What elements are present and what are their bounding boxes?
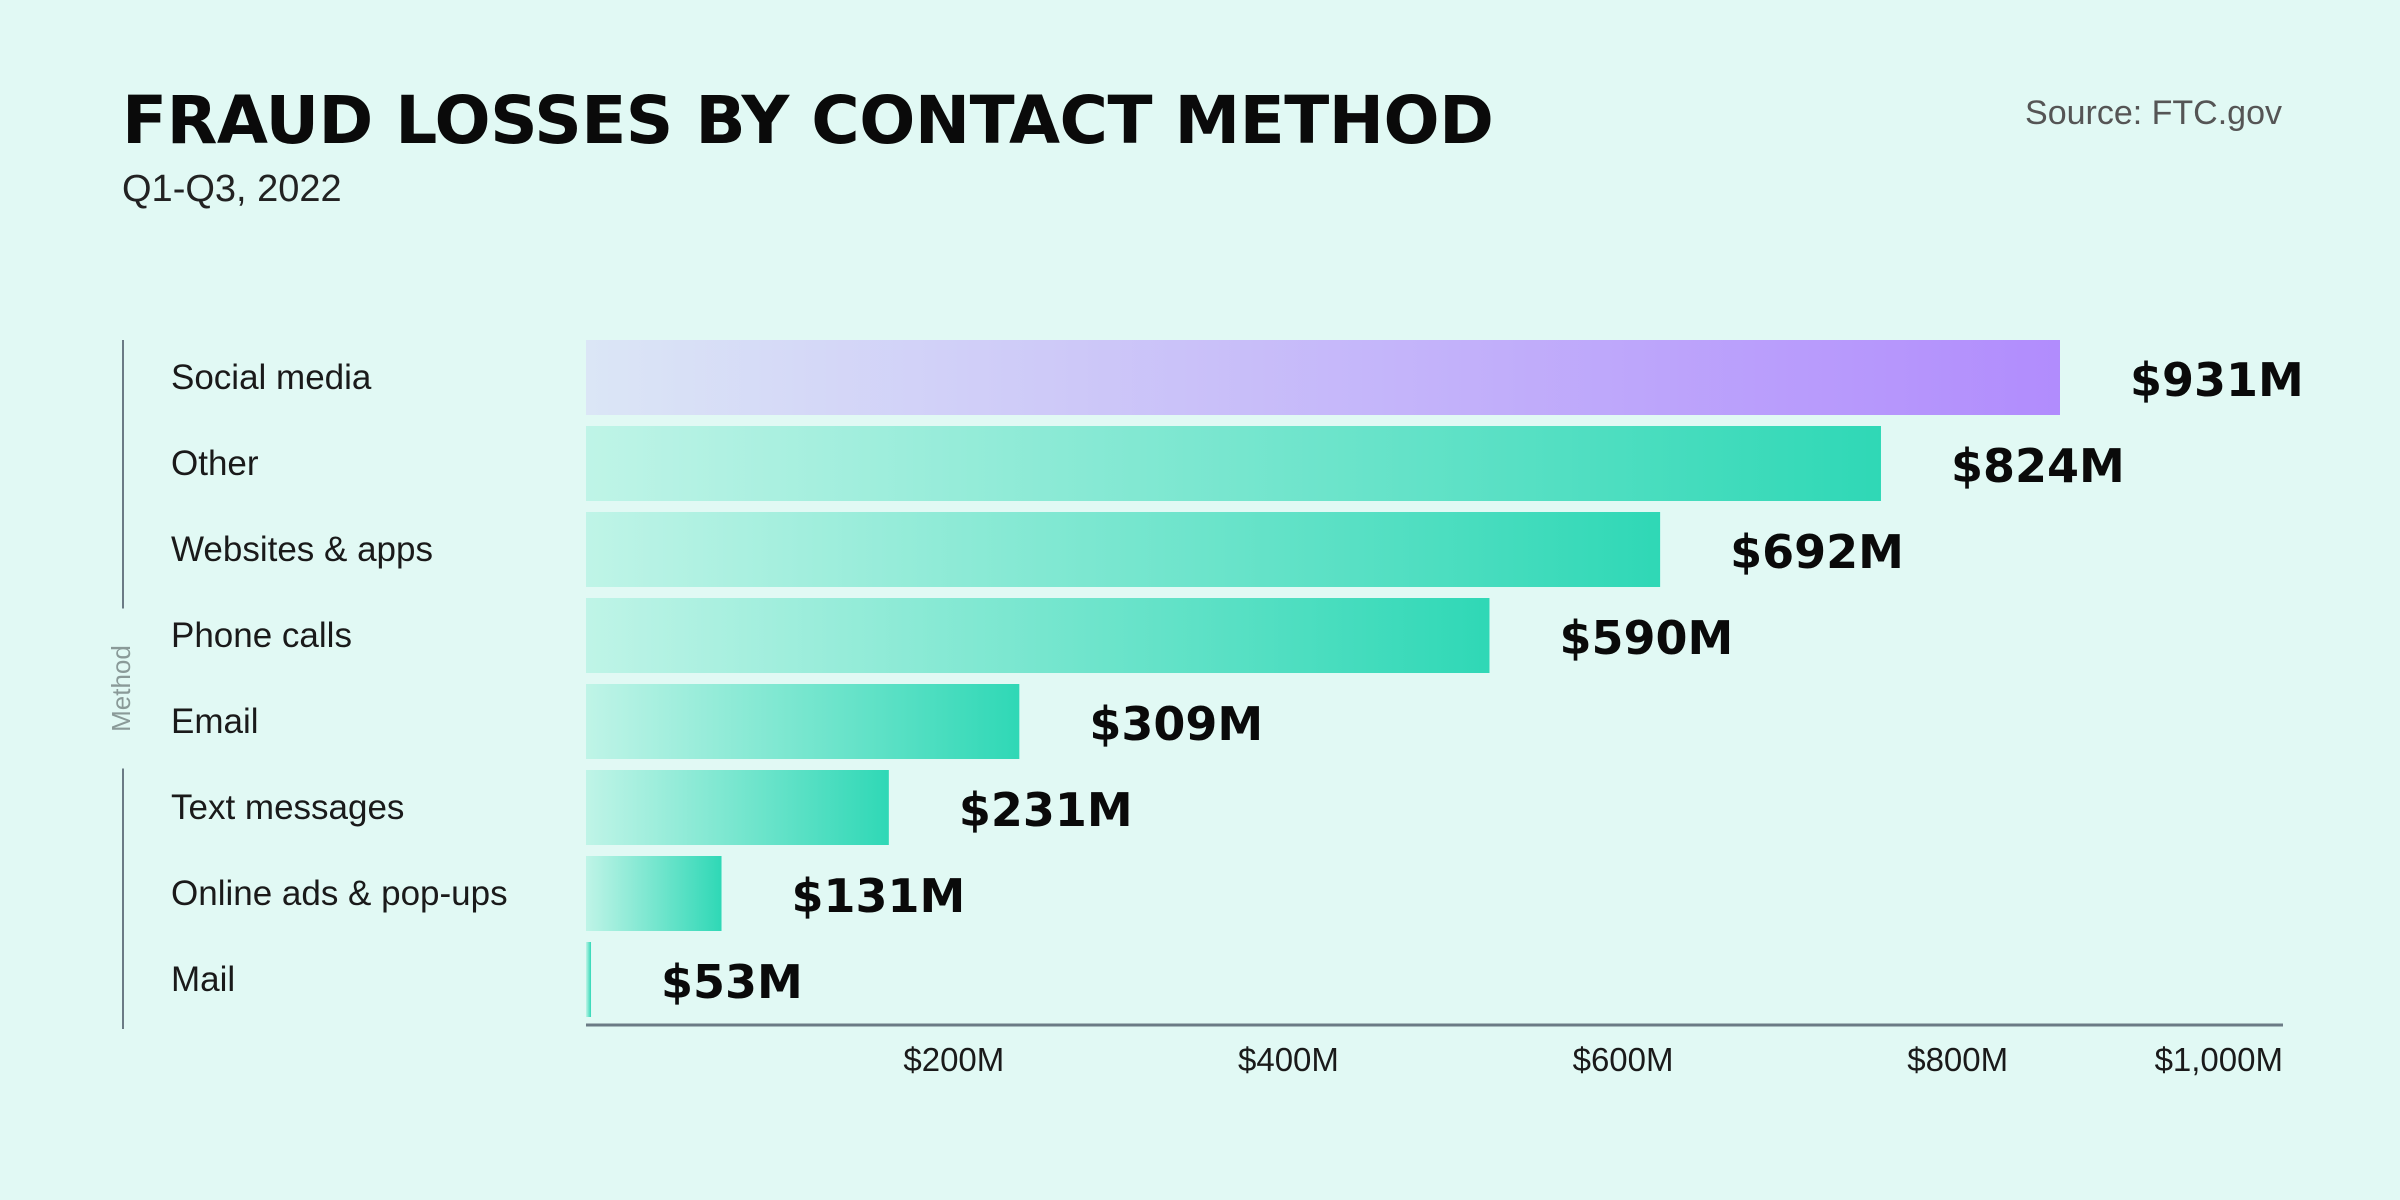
x-tick-label: $200M <box>903 1041 1004 1078</box>
category-label: Text messages <box>171 788 404 827</box>
x-tick-label: $600M <box>1573 1041 1674 1078</box>
category-label: Mail <box>171 960 235 999</box>
category-label: Phone calls <box>171 616 352 655</box>
chart-title: FRAUD LOSSES BY CONTACT METHOD <box>122 82 1494 159</box>
value-label: $231M <box>959 783 1133 837</box>
value-label: $131M <box>792 869 966 923</box>
bar <box>586 856 722 931</box>
category-label: Other <box>171 444 259 483</box>
category-label: Online ads & pop-ups <box>171 874 508 913</box>
chart-subtitle: Q1-Q3, 2022 <box>122 168 342 210</box>
bar <box>586 340 2060 415</box>
x-tick-label: $1,000M <box>2155 1041 2283 1078</box>
x-tick-label: $400M <box>1238 1041 1339 1078</box>
x-tick-label: $800M <box>1907 1041 2008 1078</box>
value-label: $53M <box>661 955 803 1009</box>
category-label: Email <box>171 702 259 741</box>
value-label: $309M <box>1089 697 1263 751</box>
bar <box>586 598 1490 673</box>
value-label: $590M <box>1559 611 1733 665</box>
bar <box>586 512 1661 587</box>
value-label: $824M <box>1951 439 2125 493</box>
bar <box>586 426 1881 501</box>
bar <box>586 942 592 1017</box>
bar <box>586 684 1020 759</box>
value-label: $692M <box>1730 525 1904 579</box>
source-note: Source: FTC.gov <box>2025 94 2282 132</box>
y-axis-title: Method <box>106 645 136 732</box>
category-label: Websites & apps <box>171 530 433 569</box>
value-label: $931M <box>2130 353 2304 407</box>
bar <box>586 770 889 845</box>
category-label: Social media <box>171 358 372 397</box>
